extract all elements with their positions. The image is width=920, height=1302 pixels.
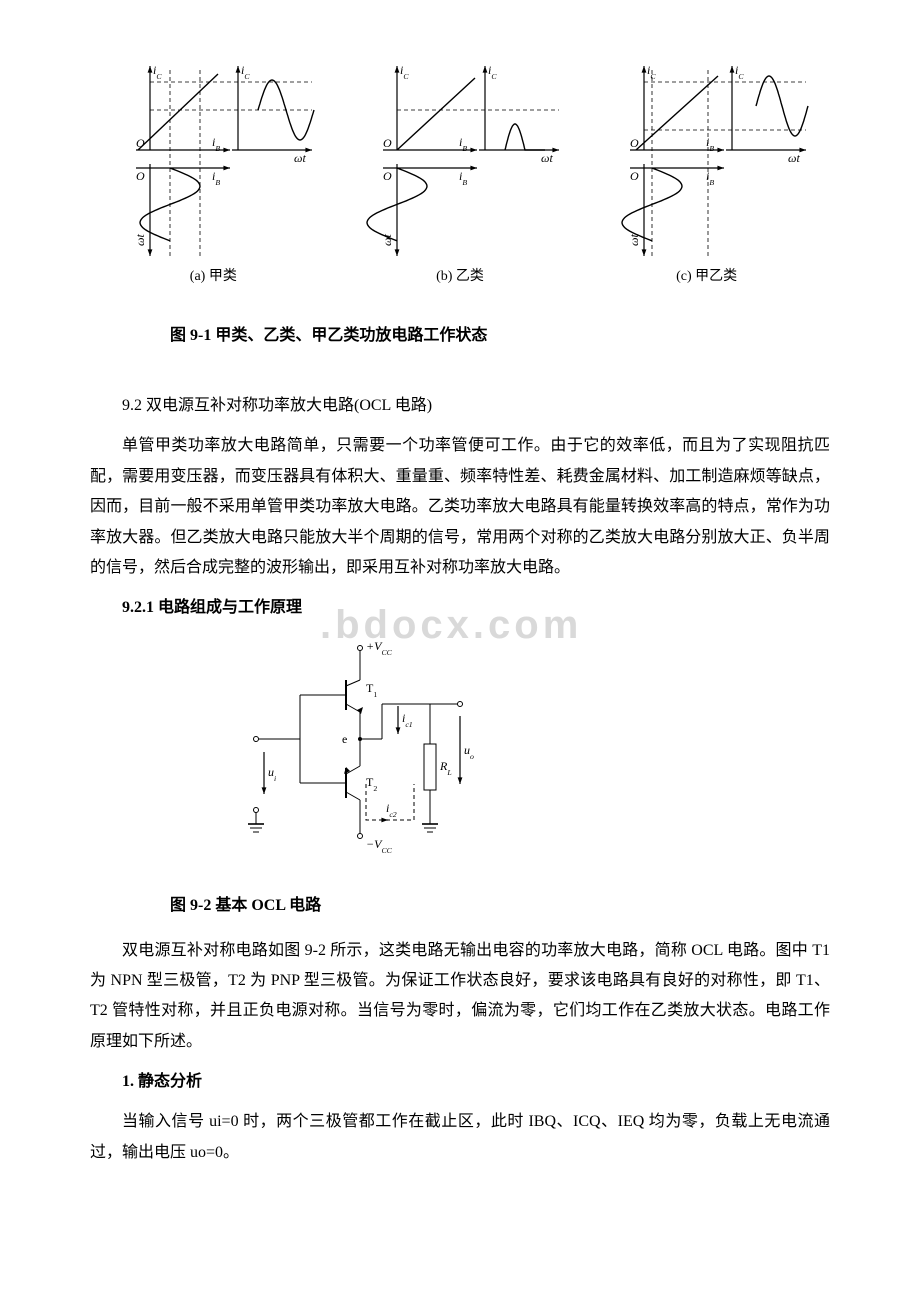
figure-9-1b: iCiBOiCωtiBOωt (b) 乙类 bbox=[355, 60, 565, 291]
figure-9-2-wrap: +VCC T1 e T2 −VCC ui ic1 RL uo ic2 bbox=[240, 634, 830, 875]
svg-text:ic1: ic1 bbox=[402, 711, 413, 729]
para-9-2-intro: 单管甲类功率放大电路简单，只需要一个功率管便可工作。由于它的效率低，而且为了实现… bbox=[90, 431, 830, 583]
svg-text:T1: T1 bbox=[366, 681, 377, 699]
figure-9-1b-svg: iCiBOiCωtiBOωt bbox=[355, 60, 565, 260]
svg-text:e: e bbox=[342, 732, 347, 746]
subsection-9-2-1-wrap: .bdocx.com 9.2.1 电路组成与工作原理 bbox=[90, 593, 830, 623]
figure-9-2-caption: 图 9-2 基本 OCL 电路 bbox=[90, 891, 830, 921]
svg-text:−VCC: −VCC bbox=[366, 837, 393, 855]
figure-9-1b-caption: (b) 乙类 bbox=[355, 264, 565, 291]
svg-text:RL: RL bbox=[439, 759, 452, 777]
svg-text:iB: iB bbox=[459, 169, 467, 187]
svg-text:iB: iB bbox=[212, 169, 220, 187]
para-static-analysis: 当输入信号 ui=0 时，两个三极管都工作在截止区，此时 IBQ、ICQ、IEQ… bbox=[90, 1107, 830, 1168]
subsection-9-2-1-title: 9.2.1 电路组成与工作原理 bbox=[90, 593, 830, 623]
svg-text:ui: ui bbox=[268, 765, 276, 783]
heading-static-analysis: 1. 静态分析 bbox=[90, 1067, 830, 1097]
svg-text:ωt: ωt bbox=[133, 234, 147, 246]
svg-text:ωt: ωt bbox=[294, 151, 306, 165]
svg-text:iC: iC bbox=[735, 63, 744, 81]
svg-text:iC: iC bbox=[153, 63, 162, 81]
figure-9-1-row: iCiBOiCωtiBOωt (a) 甲类 iCiBOiCωtiBOωt (b)… bbox=[90, 60, 830, 291]
figure-9-1c: iCiBOiCωtiBOωt (c) 甲乙类 bbox=[602, 60, 812, 291]
svg-text:ic2: ic2 bbox=[386, 801, 397, 819]
svg-text:iC: iC bbox=[241, 63, 250, 81]
svg-text:+VCC: +VCC bbox=[366, 639, 393, 657]
figure-9-1a-svg: iCiBOiCωtiBOωt bbox=[108, 60, 318, 260]
svg-text:ωt: ωt bbox=[788, 151, 800, 165]
svg-text:iB: iB bbox=[706, 169, 714, 187]
figure-9-1-caption: 图 9-1 甲类、乙类、甲乙类功放电路工作状态 bbox=[90, 321, 830, 351]
figure-9-2-svg: +VCC T1 e T2 −VCC ui ic1 RL uo ic2 bbox=[240, 634, 480, 864]
svg-text:O: O bbox=[383, 136, 392, 150]
svg-text:iC: iC bbox=[488, 63, 497, 81]
svg-text:iC: iC bbox=[400, 63, 409, 81]
figure-9-1c-svg: iCiBOiCωtiBOωt bbox=[602, 60, 812, 260]
svg-text:T2: T2 bbox=[366, 775, 377, 793]
section-9-2-title: 9.2 双电源互补对称功率放大电路(OCL 电路) bbox=[90, 391, 830, 421]
svg-text:O: O bbox=[383, 169, 392, 183]
para-9-2-circuit: 双电源互补对称电路如图 9-2 所示，这类电路无输出电容的功率放大电路，简称 O… bbox=[90, 936, 830, 1058]
svg-text:ωt: ωt bbox=[541, 151, 553, 165]
figure-9-1a-caption: (a) 甲类 bbox=[108, 264, 318, 291]
figure-9-1a: iCiBOiCωtiBOωt (a) 甲类 bbox=[108, 60, 318, 291]
svg-text:O: O bbox=[136, 169, 145, 183]
svg-text:O: O bbox=[630, 169, 639, 183]
svg-text:uo: uo bbox=[464, 743, 474, 761]
figure-9-1c-caption: (c) 甲乙类 bbox=[602, 264, 812, 291]
